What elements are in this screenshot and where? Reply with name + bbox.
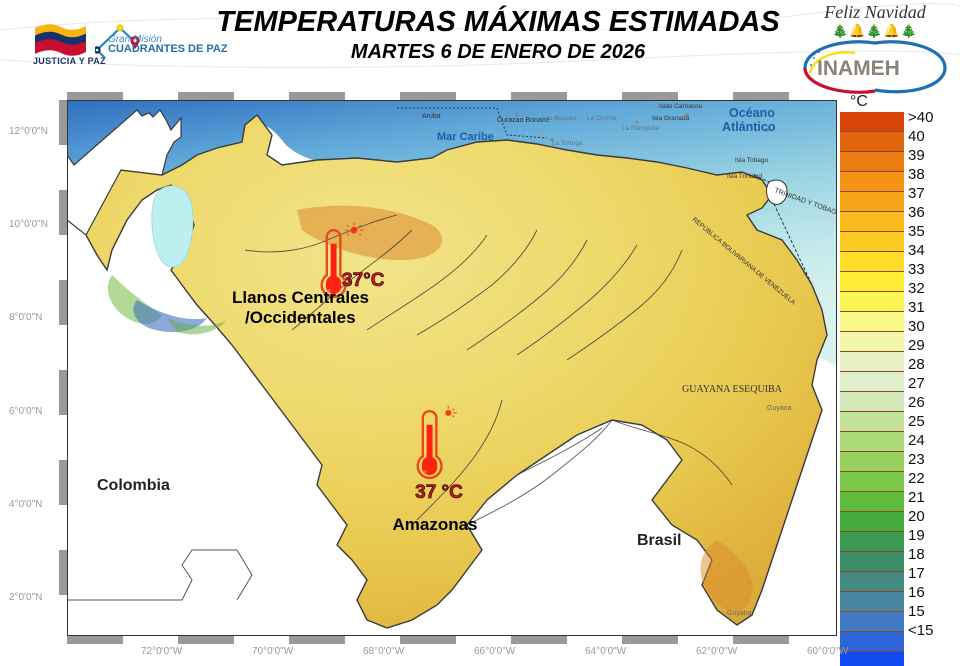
svg-text:Guyana: Guyana [727,610,752,617]
svg-text:INAMEH: INAMEH [817,57,900,80]
svg-text:Llanos Centrales: Llanos Centrales [232,288,369,307]
svg-text:Islas Carriacou: Islas Carriacou [659,103,703,110]
svg-text:Los Roques: Los Roques [542,115,577,122]
svg-text:/Occidentales: /Occidentales [245,308,356,327]
svg-text:Amazonas: Amazonas [392,515,477,534]
svg-text:37 °C: 37 °C [415,482,463,503]
svg-text:Brasil: Brasil [637,532,681,549]
svg-text:La Tortuga: La Tortuga [552,140,583,147]
svg-text:Isla Trinidad: Isla Trinidad [727,173,762,180]
svg-text:Isla Granada: Isla Granada [652,115,690,122]
svg-text:La Orchila: La Orchila [587,115,617,122]
svg-text:La Blanquilla: La Blanquilla [622,125,660,132]
svg-text:GUAYANA ESEQUIBA: GUAYANA ESEQUIBA [682,384,783,395]
svg-text:Mar Caribe: Mar Caribe [437,131,494,143]
svg-text:Atlántico: Atlántico [722,120,776,134]
svg-text:Colombia: Colombia [97,477,170,494]
svg-text:Océano: Océano [729,106,775,120]
svg-text:Isla Tobago: Isla Tobago [735,157,769,164]
svg-text:Guyana: Guyana [767,405,792,412]
svg-text:Aruba: Aruba [422,113,441,120]
